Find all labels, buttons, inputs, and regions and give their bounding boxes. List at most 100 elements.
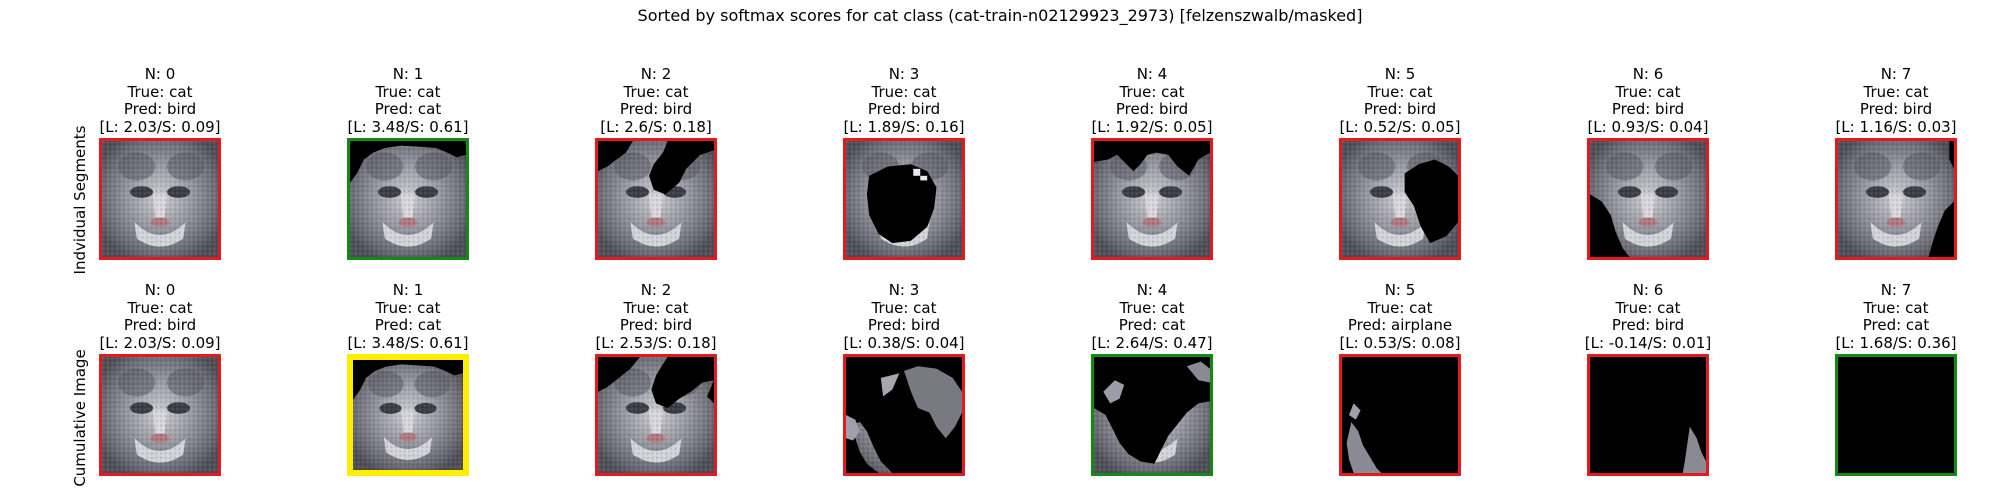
caption-n: N: 6 xyxy=(1632,281,1664,299)
segment-image-frame-red xyxy=(595,138,717,260)
caption-truth: True: cat xyxy=(1119,82,1185,101)
segment-caption: N: 3 True: cat Pred: bird [L: 0.38/S: 0.04] xyxy=(804,281,1004,354)
individual-segment-cell-7: N: 7 True: cat Pred: bird [L: 1.16/S: 0.03] xyxy=(1796,65,1996,260)
cumulative-segment-cell-4: N: 4 True: cat Pred: cat [L: 2.64/S: 0.47] xyxy=(1052,281,1252,476)
individual-segment-cell-6: N: 6 True: cat Pred: bird [L: 0.93/S: 0.04] xyxy=(1548,65,1748,260)
caption-n: N: 4 xyxy=(1136,281,1168,299)
caption-n: N: 7 xyxy=(1880,281,1912,299)
caption-score: [L: 0.52/S: 0.05] xyxy=(1339,117,1461,136)
segment-image-frame-green xyxy=(347,138,469,260)
caption-truth: True: cat xyxy=(871,82,937,101)
caption-score: [L: 2.6/S: 0.18] xyxy=(600,117,712,136)
individual-segment-cell-4: N: 4 True: cat Pred: bird [L: 1.92/S: 0.05] xyxy=(1052,65,1252,260)
caption-truth: True: cat xyxy=(623,298,689,317)
caption-truth: True: cat xyxy=(127,298,193,317)
segment-caption: N: 4 True: cat Pred: cat [L: 2.64/S: 0.47] xyxy=(1052,281,1252,354)
caption-score: [L: 3.48/S: 0.61] xyxy=(347,333,469,352)
caption-score: [L: 1.89/S: 0.16] xyxy=(843,117,965,136)
segment-caption: N: 1 True: cat Pred: cat [L: 3.48/S: 0.61] xyxy=(308,281,508,354)
caption-pred: Pred: cat xyxy=(1118,316,1186,334)
caption-pred: Pred: bird xyxy=(619,316,693,334)
segment-caption: N: 2 True: cat Pred: bird [L: 2.53/S: 0.18] xyxy=(556,281,756,354)
segment-image-frame-green xyxy=(1835,354,1957,476)
caption-n: N: 7 xyxy=(1880,65,1912,83)
caption-pred: Pred: bird xyxy=(1115,100,1189,118)
masked-cat-image xyxy=(1342,141,1458,257)
segment-caption: N: 2 True: cat Pred: bird [L: 2.6/S: 0.18] xyxy=(556,65,756,138)
caption-n: N: 1 xyxy=(392,281,424,299)
cumulative-segment-cell-5: N: 5 True: cat Pred: airplane [L: 0.53/S: 0… xyxy=(1300,281,1500,476)
caption-truth: True: cat xyxy=(1615,82,1681,101)
caption-n: N: 0 xyxy=(144,281,176,299)
caption-pred: Pred: cat xyxy=(374,100,442,118)
individual-segment-cell-1: N: 1 True: cat Pred: cat [L: 3.48/S: 0.61] xyxy=(308,65,508,260)
caption-truth: True: cat xyxy=(127,82,193,101)
segment-image-frame-yellow xyxy=(347,354,469,476)
caption-n: N: 3 xyxy=(888,65,920,83)
caption-n: N: 0 xyxy=(144,65,176,83)
masked-cat-image xyxy=(350,141,466,257)
individual-segment-cell-0: N: 0 True: cat Pred: bird [L: 2.03/S: 0.09] xyxy=(60,65,260,260)
segment-image-frame-red xyxy=(595,354,717,476)
segment-caption: N: 1 True: cat Pred: cat [L: 3.48/S: 0.61] xyxy=(308,65,508,138)
caption-score: [L: 1.68/S: 0.36] xyxy=(1835,333,1957,352)
individual-segment-cell-2: N: 2 True: cat Pred: bird [L: 2.6/S: 0.18] xyxy=(556,65,756,260)
segment-caption: N: 6 True: cat Pred: bird [L: 0.93/S: 0.04] xyxy=(1548,65,1748,138)
caption-score: [L: 3.48/S: 0.61] xyxy=(347,117,469,136)
caption-pred: Pred: airplane xyxy=(1347,316,1453,334)
masked-cat-image xyxy=(353,360,463,470)
segment-caption: N: 0 True: cat Pred: bird [L: 2.03/S: 0.09] xyxy=(60,65,260,138)
individual-segment-cell-3: N: 3 True: cat Pred: bird [L: 1.89/S: 0.16] xyxy=(804,65,1004,260)
segment-image-frame-red xyxy=(1587,354,1709,476)
caption-pred: Pred: bird xyxy=(1363,100,1437,118)
caption-pred: Pred: bird xyxy=(619,100,693,118)
cumulative-segment-cell-3: N: 3 True: cat Pred: bird [L: 0.38/S: 0.04] xyxy=(804,281,1004,476)
masked-cat-image xyxy=(102,141,218,257)
segment-caption: N: 3 True: cat Pred: bird [L: 1.89/S: 0.16] xyxy=(804,65,1004,138)
caption-n: N: 2 xyxy=(640,281,672,299)
segment-caption: N: 0 True: cat Pred: bird [L: 2.03/S: 0.09] xyxy=(60,281,260,354)
masked-cat-image xyxy=(1342,357,1458,473)
caption-pred: Pred: bird xyxy=(1611,100,1685,118)
caption-score: [L: 1.92/S: 0.05] xyxy=(1091,117,1213,136)
masked-cat-image xyxy=(1838,357,1954,473)
segment-image-frame-red xyxy=(1339,354,1461,476)
caption-truth: True: cat xyxy=(1615,298,1681,317)
caption-truth: True: cat xyxy=(623,82,689,101)
caption-n: N: 6 xyxy=(1632,65,1664,83)
masked-cat-image xyxy=(1094,357,1210,473)
caption-n: N: 5 xyxy=(1384,65,1416,83)
caption-n: N: 1 xyxy=(392,65,424,83)
caption-truth: True: cat xyxy=(1863,82,1929,101)
masked-cat-image xyxy=(1590,357,1706,473)
segment-caption: N: 4 True: cat Pred: bird [L: 1.92/S: 0.05] xyxy=(1052,65,1252,138)
caption-truth: True: cat xyxy=(1367,298,1433,317)
caption-pred: Pred: bird xyxy=(1859,100,1933,118)
masked-cat-image xyxy=(598,141,714,257)
caption-pred: Pred: bird xyxy=(123,100,197,118)
masked-cat-image xyxy=(102,357,218,473)
segment-image-frame-red xyxy=(843,138,965,260)
caption-score: [L: 0.93/S: 0.04] xyxy=(1587,117,1709,136)
caption-truth: True: cat xyxy=(1367,82,1433,101)
segment-image-frame-red xyxy=(99,138,221,260)
caption-pred: Pred: bird xyxy=(867,100,941,118)
cumulative-segment-cell-6: N: 6 True: cat Pred: bird [L: -0.14/S: 0.01… xyxy=(1548,281,1748,476)
caption-pred: Pred: cat xyxy=(374,316,442,334)
segment-image-frame-red xyxy=(99,354,221,476)
caption-pred: Pred: cat xyxy=(1862,316,1930,334)
cumulative-segment-cell-0: N: 0 True: cat Pred: bird [L: 2.03/S: 0.09] xyxy=(60,281,260,476)
caption-score: [L: 2.03/S: 0.09] xyxy=(99,117,221,136)
segment-caption: N: 5 True: cat Pred: airplane [L: 0.53/S: 0… xyxy=(1300,281,1500,354)
segment-image-frame-red xyxy=(1091,138,1213,260)
segment-image-frame-green xyxy=(1091,354,1213,476)
segment-image-frame-red xyxy=(1339,138,1461,260)
caption-truth: True: cat xyxy=(1863,298,1929,317)
segment-image-frame-red xyxy=(1587,138,1709,260)
cumulative-segment-cell-2: N: 2 True: cat Pred: bird [L: 2.53/S: 0.18] xyxy=(556,281,756,476)
caption-score: [L: 2.53/S: 0.18] xyxy=(595,333,717,352)
caption-score: [L: 2.64/S: 0.47] xyxy=(1091,333,1213,352)
caption-pred: Pred: bird xyxy=(1611,316,1685,334)
caption-truth: True: cat xyxy=(375,82,441,101)
individual-segment-cell-5: N: 5 True: cat Pred: bird [L: 0.52/S: 0.05] xyxy=(1300,65,1500,260)
